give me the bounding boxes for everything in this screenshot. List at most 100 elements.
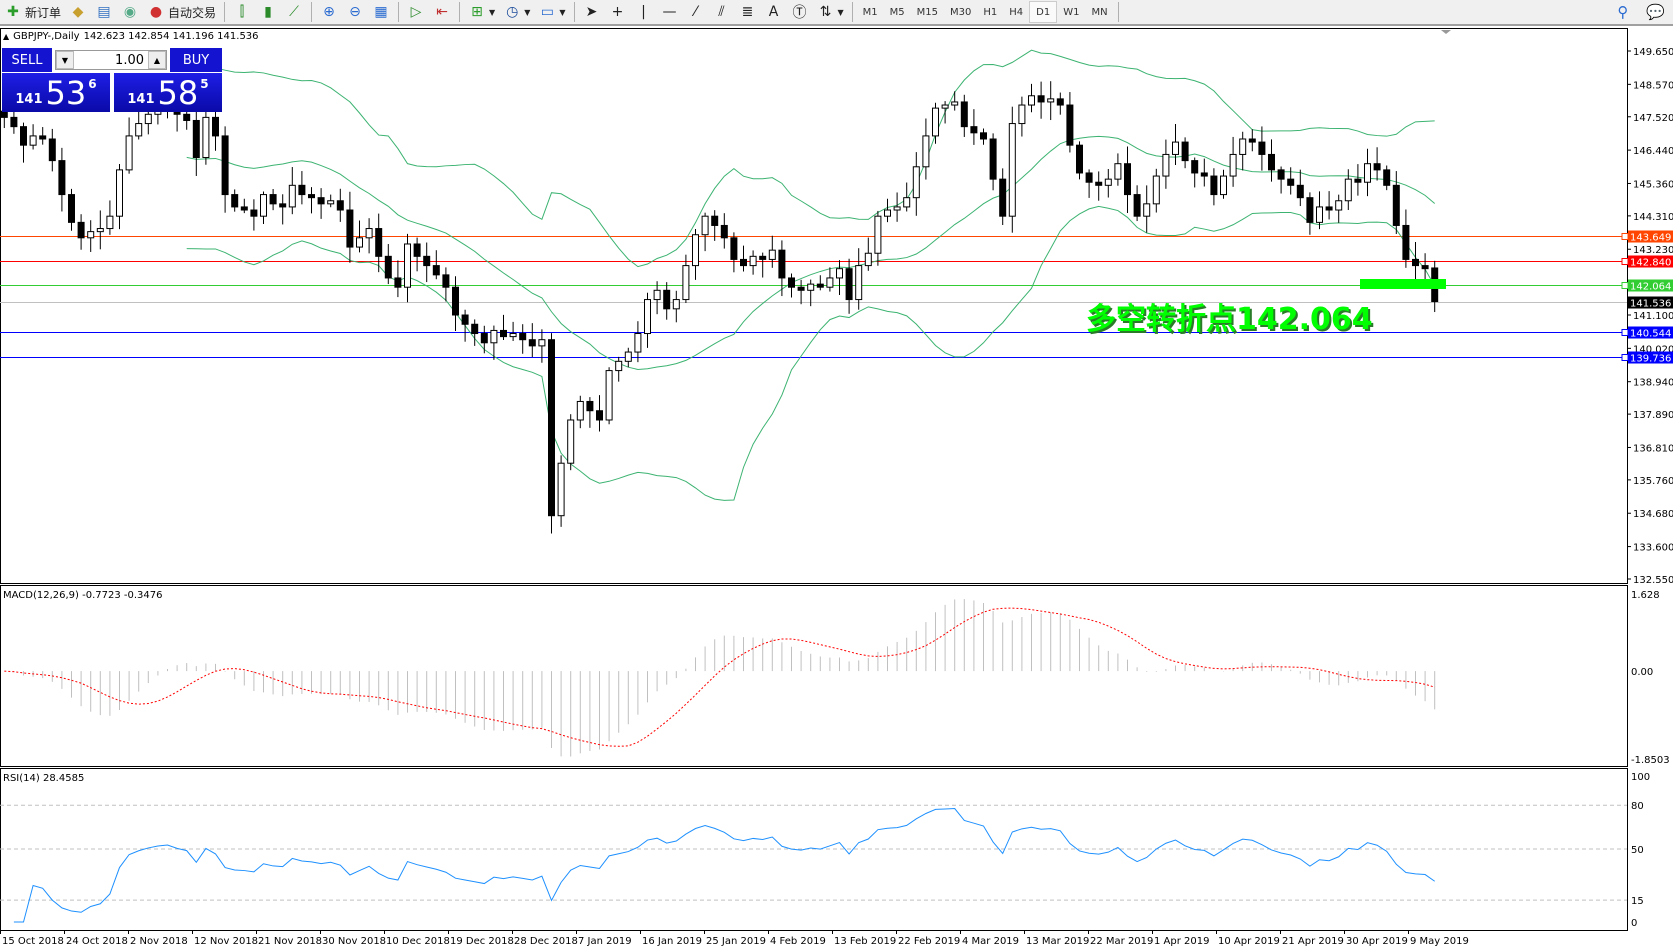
sell-price-big-figure: 141 [15, 92, 43, 107]
bar-chart-button[interactable]: ⫿ [229, 0, 255, 24]
sell-price-fraction: 6 [88, 77, 97, 91]
candle-body [759, 255, 767, 260]
candle-body [586, 400, 594, 412]
template-icon: ▭ [540, 4, 554, 20]
dropdown-arrow-icon: ▼ [837, 7, 844, 17]
rsi-scale-label: 15 [1631, 896, 1644, 907]
vertical-line-button[interactable]: | [631, 0, 657, 24]
toolbar-right: ⚲ 💬 [1617, 3, 1665, 21]
candle-body [452, 286, 459, 316]
text-icon: A [768, 4, 779, 20]
candle-body [884, 209, 891, 217]
navigator-button[interactable]: ◆ [65, 0, 91, 24]
timeframe-m5[interactable]: M5 [889, 6, 905, 18]
candle-body [365, 228, 373, 239]
auto-trading-button[interactable]: ● 自动交易 [143, 0, 220, 24]
zoom-in-button[interactable]: ⊕ [316, 0, 342, 24]
chart-header: ▲ GBPJPY-,Daily 142.623 142.854 141.196 … [3, 31, 259, 42]
date-label: 2 Nov 2018 [130, 936, 188, 947]
crosshair-icon: + [611, 4, 624, 20]
price-tick-label: 146.440 [1633, 146, 1673, 157]
zoom-out-button[interactable]: ⊖ [342, 0, 368, 24]
candlestick-icon: ▮ [264, 4, 272, 20]
timeframe-m30[interactable]: M30 [950, 6, 972, 18]
bar-chart-icon: ⫿ [239, 4, 245, 20]
trendline-button[interactable]: ⁄ [683, 0, 709, 24]
timeframe-h1[interactable]: H1 [983, 6, 998, 18]
timeframe-m1[interactable]: M1 [862, 6, 878, 18]
chart-shift-button[interactable]: ⇤ [429, 0, 455, 24]
timeframe-w1[interactable]: W1 [1063, 6, 1080, 18]
candle-body [1104, 178, 1112, 186]
candle-body [932, 107, 939, 137]
candle-body [106, 215, 114, 230]
horizontal-line-button[interactable]: — [657, 0, 683, 24]
sell-price[interactable]: 141 53 6 [2, 73, 110, 112]
crosshair-button[interactable]: + [605, 0, 631, 24]
chat-icon[interactable]: 💬 [1646, 3, 1665, 21]
candle-body [1210, 175, 1218, 196]
timeframe-mn[interactable]: MN [1091, 6, 1108, 18]
bollinger-upper-band [186, 49, 1435, 268]
buy-button[interactable]: BUY [170, 48, 222, 72]
candle-body [1200, 172, 1208, 177]
fibonacci-button[interactable]: ≣ [735, 0, 761, 24]
candlestick-button[interactable]: ▮ [255, 0, 281, 24]
autoscroll-button[interactable]: ▷ [403, 0, 429, 24]
candle-body [672, 299, 680, 310]
candle-body [634, 333, 642, 353]
date-label: 30 Nov 2018 [322, 936, 386, 947]
buy-price[interactable]: 141 58 5 [114, 73, 222, 112]
timeframe-h4[interactable]: H4 [1009, 6, 1024, 18]
candle-body [87, 231, 95, 239]
equidistant-channel-button[interactable]: ⫽ [709, 0, 735, 24]
text-button[interactable]: A [761, 0, 787, 24]
candle-body [39, 135, 47, 140]
price-tick-label: 137.890 [1633, 410, 1673, 421]
candle-body [394, 277, 402, 288]
candle-body [1133, 194, 1141, 217]
rsi-line [13, 808, 1435, 923]
indicators-button[interactable]: ⊞ ▼ [464, 0, 499, 24]
new-order-button[interactable]: ✚ 新订单 [0, 0, 65, 24]
candle-body [663, 289, 671, 310]
candle-body [1085, 172, 1093, 183]
candle-body [1047, 98, 1055, 103]
fibonacci-icon: ≣ [741, 4, 754, 20]
pivot-annotation-text[interactable]: 多空转折点142.064 [1086, 302, 1373, 337]
candle-body [797, 286, 805, 291]
tile-windows-button[interactable]: ▦ [368, 0, 394, 24]
arrows-icon: ⇅ [819, 4, 832, 20]
date-label: 10 Apr 2019 [1218, 936, 1280, 947]
candle-body [653, 289, 661, 301]
candle-body [999, 178, 1007, 217]
chart-shift-icon: ⇤ [436, 4, 448, 20]
candle-body [980, 132, 987, 140]
candle-body [682, 265, 690, 301]
arrows-button[interactable]: ⇅ ▼ [813, 0, 848, 24]
candle-body [989, 138, 997, 180]
candle-body [20, 126, 27, 146]
level-handle [1621, 354, 1629, 361]
templates-button[interactable]: ▭ ▼ [534, 0, 569, 24]
timeframe-m15[interactable]: M15 [916, 6, 939, 18]
terminal-button[interactable]: ▤ [91, 0, 117, 24]
date-label: 1 Apr 2019 [1154, 936, 1209, 947]
line-chart-button[interactable]: ⟋ [281, 0, 307, 24]
collapse-triangle-icon[interactable]: ▲ [3, 32, 10, 41]
date-label: 21 Nov 2018 [258, 936, 322, 947]
signals-button[interactable]: ◉ [117, 0, 143, 24]
candle-body [1392, 184, 1400, 226]
text-label-button[interactable]: Ⓣ [787, 0, 813, 24]
lot-size-input[interactable]: 1.00 [115, 52, 144, 68]
lot-decrease-button[interactable]: ▼ [56, 51, 74, 69]
candle-body [1066, 104, 1074, 146]
periods-button[interactable]: ◷ ▼ [499, 0, 534, 24]
lot-increase-button[interactable]: ▲ [148, 51, 166, 69]
sell-button[interactable]: SELL [2, 48, 52, 72]
timeframe-d1[interactable]: D1 [1029, 1, 1058, 23]
candle-body [509, 333, 517, 338]
search-icon[interactable]: ⚲ [1617, 3, 1629, 21]
cursor-button[interactable]: ➤ [579, 0, 605, 24]
